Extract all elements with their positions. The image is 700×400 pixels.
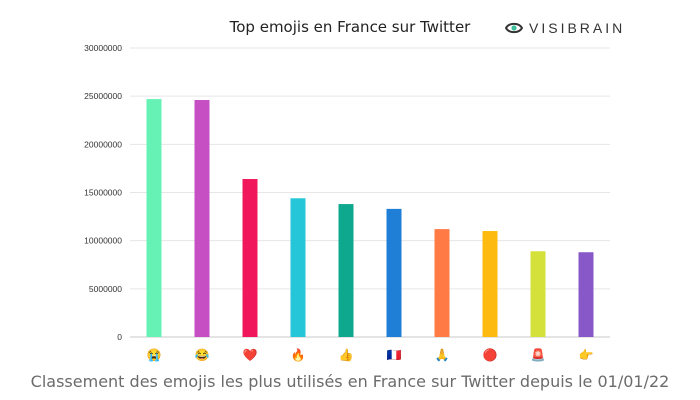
- bar: [482, 231, 498, 337]
- bar: [434, 229, 450, 337]
- bar: [578, 252, 594, 337]
- y-tick-label: 20000000: [84, 139, 122, 149]
- bar: [338, 204, 354, 337]
- bar: [146, 99, 162, 337]
- brand-name: VISIBRAIN: [529, 20, 626, 36]
- y-tick-label: 10000000: [84, 236, 122, 246]
- x-tick-label: 🚨: [531, 348, 546, 362]
- chart-title: Top emojis en France sur Twitter: [229, 18, 471, 36]
- brand: VISIBRAIN: [505, 18, 625, 38]
- bar: [194, 100, 210, 338]
- bar: [530, 251, 546, 337]
- bar: [290, 198, 306, 337]
- bar: [386, 208, 402, 337]
- x-tick-label: 🔴: [483, 348, 498, 362]
- eye-logo-icon: [505, 22, 523, 34]
- x-tick-label: 👉: [579, 348, 594, 362]
- bar: [242, 179, 258, 337]
- y-tick-label: 0: [117, 332, 122, 342]
- y-tick-label: 15000000: [84, 188, 122, 198]
- bar-chart: 0 5000000 10000000 15000000 20000000 25000000…: [84, 43, 610, 362]
- x-tick-label: 😂: [195, 348, 210, 362]
- x-tick-label: 🔥: [291, 348, 306, 362]
- x-tick-label: 🙏: [435, 348, 450, 362]
- caption: Classement des emojis les plus utilisés …: [30, 372, 670, 391]
- y-tick-label: 25000000: [84, 91, 122, 101]
- x-tick-label: 🇫🇷: [387, 348, 402, 362]
- y-tick-label: 5000000: [89, 284, 122, 294]
- x-tick-label: ❤️: [243, 348, 258, 362]
- x-tick-label: 😭: [147, 348, 162, 362]
- y-tick-label: 30000000: [84, 43, 122, 53]
- x-tick-label: 👍: [339, 348, 354, 362]
